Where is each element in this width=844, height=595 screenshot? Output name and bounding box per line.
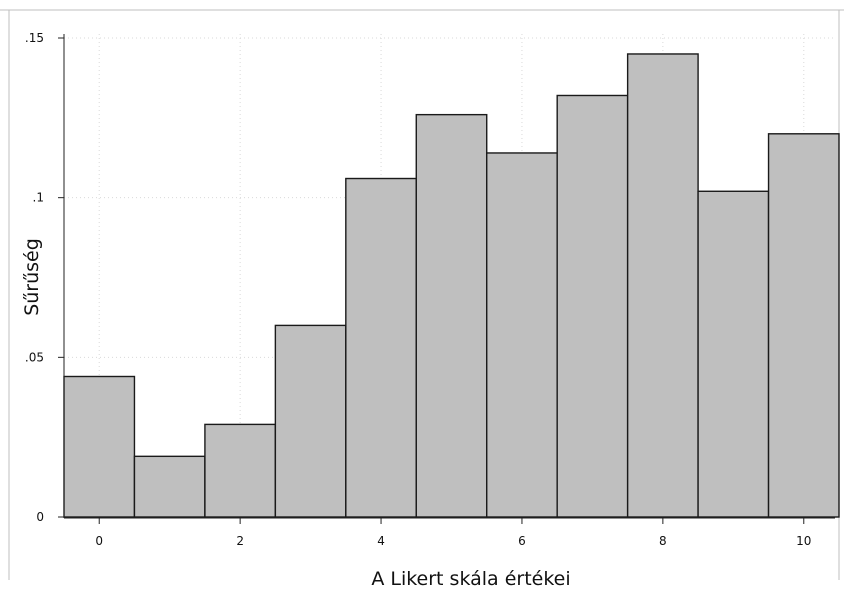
- x-tick-label: 8: [659, 534, 667, 548]
- bar: [133, 455, 206, 518]
- bar: [486, 152, 558, 518]
- y-tick-label: .05: [25, 350, 44, 364]
- bar: [63, 375, 136, 518]
- x-tick-label: 10: [796, 534, 811, 548]
- y-tick-label: .15: [25, 31, 44, 45]
- bar: [415, 113, 488, 518]
- x-tick-label: 4: [377, 534, 385, 548]
- y-tick-label: 0: [36, 510, 44, 524]
- bar: [274, 324, 347, 518]
- axes: 0 .05 .1 .15 0 2 4 6 8 10: [25, 31, 835, 548]
- bar: [204, 423, 277, 518]
- bar: [697, 190, 770, 518]
- bar: [556, 94, 629, 518]
- x-axis-title: A Likert skála értékei: [371, 568, 570, 590]
- bar: [626, 53, 699, 518]
- y-axis-title: Sűrűség: [21, 238, 43, 316]
- bars: [63, 53, 840, 518]
- x-tick-label: 6: [518, 534, 526, 548]
- x-tick-label: 2: [236, 534, 244, 548]
- bar: [345, 177, 417, 518]
- x-tick-label: 0: [95, 534, 103, 548]
- y-tick-label: .1: [33, 191, 44, 205]
- bar: [767, 133, 840, 518]
